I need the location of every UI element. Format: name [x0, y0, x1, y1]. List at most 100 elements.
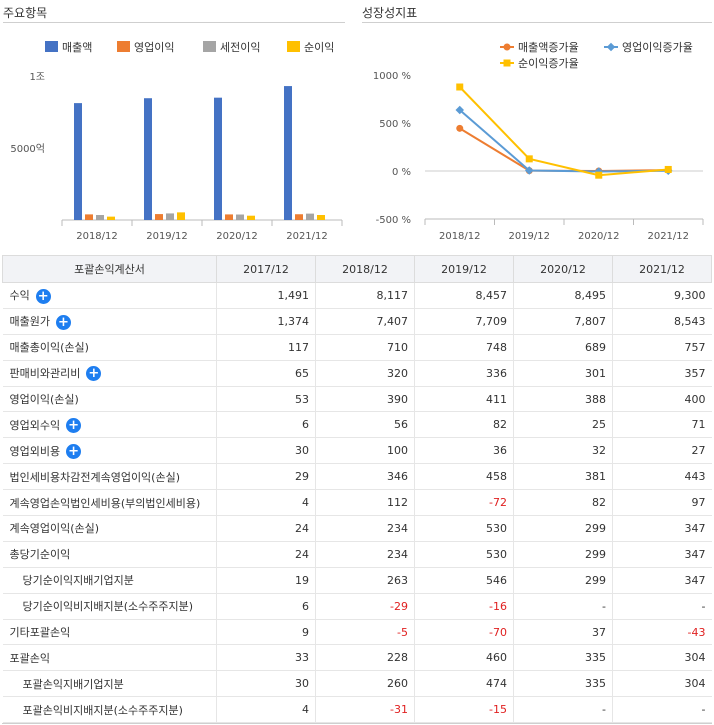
table-row: 영업외수익 +6 56 82 25 71 [2, 411, 712, 439]
bar-2-2 [236, 214, 244, 220]
bar-ytick-label-1: 5000억 [10, 143, 45, 155]
value-cell: 29 [216, 463, 316, 491]
value-cell: 388 [513, 386, 613, 413]
value-cell: 1,491 [216, 282, 316, 309]
bar-0-2 [96, 215, 104, 220]
row-label-cell: 포괄손익비지배지분(소수주주지분) [2, 696, 217, 724]
value-cell: 381 [513, 463, 613, 491]
table-row: 영업외비용 +30 100 36 32 27 [2, 437, 712, 465]
line-point-2-0 [456, 83, 464, 91]
table-row: 당기순이익비지배지분(소수주주지분) 6 -29 -16- - [2, 593, 712, 620]
header-2019: 2019/12 [414, 255, 514, 283]
line-point-2-2 [595, 171, 603, 179]
growth-indicators-divider [362, 22, 712, 23]
value-cell: 1,374 [216, 308, 316, 335]
value-cell: 347 [612, 515, 712, 542]
value-cell: 24 [216, 515, 316, 542]
bar-xtick-label-0: 2018/12 [76, 231, 118, 242]
table-row: 총당기순이익 24 234 530 299 347 [2, 541, 712, 568]
value-cell: - [513, 593, 613, 620]
bar-xtick-label-2: 2020/12 [216, 231, 258, 242]
value-cell: 82 [513, 489, 613, 517]
bar-legend-label-2: 세전이익 [220, 41, 260, 54]
line-point-2-1 [525, 155, 533, 163]
value-cell: 82 [414, 411, 514, 439]
value-cell: 304 [612, 644, 712, 672]
line-ytick-label-3: -500 % [376, 215, 411, 226]
row-label-cell: 당기순이익비지배지분(소수주주지분) [2, 593, 217, 620]
row-label: 영업외비용 [9, 444, 61, 458]
value-cell: 748 [414, 334, 514, 361]
bar-1-3 [177, 212, 185, 220]
value-cell: 234 [315, 541, 415, 568]
line-series-2 [459, 86, 669, 177]
row-label-cell: 영업외수익 + [2, 411, 217, 439]
expand-plus-icon[interactable]: + [55, 314, 71, 330]
value-cell: 530 [414, 541, 514, 568]
bar-0-1 [85, 214, 93, 220]
row-label: 계속영업손익법인세비용(부의법인세비용) [9, 496, 201, 510]
bar-0-3 [107, 216, 115, 220]
table-header-row: 포괄손익계산서 2017/12 2018/12 2019/12 2020/12 … [2, 255, 712, 283]
table-row: 영업이익(손실) 53 390 411 388 400 [2, 386, 712, 413]
line-point-0-0 [456, 124, 464, 132]
value-cell: 234 [315, 515, 415, 542]
row-label: 당기순이익비지배지분(소수주주지분) [22, 600, 194, 614]
value-cell: 9 [216, 619, 316, 646]
value-cell: 27 [612, 437, 712, 465]
expand-plus-icon[interactable]: + [66, 444, 82, 460]
value-cell: 71 [612, 411, 712, 439]
row-label: 매출총이익(손실) [9, 341, 89, 355]
expand-plus-icon[interactable]: + [35, 288, 51, 304]
row-label: 법인세비용차감전계속영업이익(손실) [9, 470, 181, 484]
header-2017: 2017/12 [216, 255, 316, 283]
row-label-cell: 포괄손익 [2, 644, 217, 672]
row-label: 영업이익(손실) [9, 393, 79, 406]
value-cell: 117 [216, 334, 316, 361]
row-label-cell: 매출원가 + [2, 308, 217, 335]
header-2018: 2018/12 [315, 255, 415, 283]
value-cell: 474 [414, 670, 514, 698]
value-cell: 411 [414, 386, 514, 413]
line-ytick-label-1: 500 % [379, 119, 411, 130]
line-xtick-label-3: 2021/12 [647, 231, 689, 242]
table-row: 계속영업손익법인세비용(부의법인세비용) 4 112 -72 82 97 [2, 489, 712, 517]
bar-3-0 [284, 86, 292, 220]
line-legend-label-1: 영업이익증가율 [622, 41, 693, 54]
header-statement: 포괄손익계산서 [2, 255, 217, 283]
bar-2-1 [225, 214, 233, 220]
row-label: 수익 [9, 289, 30, 303]
value-cell: 7,407 [315, 308, 415, 335]
value-cell: 97 [612, 489, 712, 517]
bar-0-0 [74, 103, 82, 220]
line-series-0 [459, 127, 669, 172]
header-2020: 2020/12 [513, 255, 613, 283]
value-cell: 299 [513, 515, 613, 542]
value-cell: 8,543 [612, 308, 712, 335]
row-label: 당기순이익지배기업지분 [22, 574, 134, 588]
row-label-cell: 총당기순이익 [2, 541, 217, 568]
value-cell: 263 [315, 567, 415, 594]
value-cell: 335 [513, 644, 613, 672]
value-cell: 460 [414, 644, 514, 672]
value-cell: 32 [513, 437, 613, 465]
row-label-cell: 계속영업손익법인세비용(부의법인세비용) [2, 489, 217, 517]
expand-plus-icon[interactable]: + [66, 418, 82, 434]
table-row: 매출총이익(손실) 117 710 748 689 757 [2, 334, 712, 361]
row-label-cell: 매출총이익(손실) [2, 334, 217, 361]
value-cell: 9,300 [612, 282, 712, 309]
table-row: 매출원가 +1,374 7,407 7,709 7,807 8,543 [2, 308, 712, 335]
table-row: 기타포괄손익 9 -5 -70 37 -43 [2, 619, 712, 646]
value-cell: 53 [216, 386, 316, 413]
row-label: 포괄손익비지배지분(소수주주지분) [22, 703, 183, 717]
row-label: 계속영업이익(손실) [9, 522, 100, 536]
main-items-title: 주요항목 [3, 6, 48, 20]
value-cell: 260 [315, 670, 415, 698]
line-ytick-label-2: 0 % [392, 167, 411, 178]
growth-indicators-title: 성장성지표 [362, 6, 418, 20]
value-cell: 301 [513, 360, 613, 387]
row-label-cell: 계속영업이익(손실) [2, 515, 217, 542]
expand-plus-icon[interactable]: + [86, 366, 102, 382]
value-cell: 443 [612, 463, 712, 491]
